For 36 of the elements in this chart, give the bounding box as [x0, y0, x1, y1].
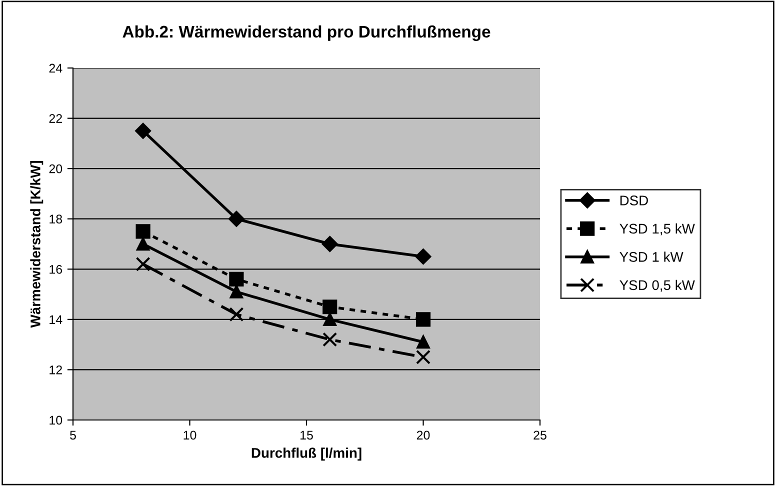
point: [135, 122, 151, 139]
point: [229, 272, 244, 286]
point: [416, 312, 431, 327]
chart-title: Abb.2: Wärmewiderstand pro Durchflußmenge: [122, 25, 490, 41]
y-tick-label: 18: [50, 214, 62, 224]
point: [136, 237, 150, 251]
y-tick-label: 24: [49, 64, 62, 73]
point: [415, 248, 432, 264]
point: [322, 332, 338, 347]
y-tick-label: 14: [50, 315, 62, 324]
y-tick-label: 22: [49, 114, 62, 123]
y-axis-title: Wärmewiderstand [K/kW]: [30, 161, 44, 328]
point: [322, 300, 338, 314]
x-tick-label: 5: [70, 430, 76, 440]
legend-label: YSD 1 kW: [620, 252, 684, 262]
point: [416, 350, 431, 364]
x-tick-label: 10: [184, 430, 196, 440]
point: [136, 256, 150, 272]
y-tick-label: 12: [50, 366, 62, 374]
legend-label: YSD 0,5 kW: [620, 280, 695, 292]
point: [323, 312, 336, 326]
x-tick-label: 25: [534, 430, 546, 440]
point: [416, 335, 430, 349]
y-tick-label: 20: [49, 164, 62, 174]
y-tick-label: 10: [50, 416, 62, 425]
point: [228, 210, 244, 227]
x-tick-label: 20: [416, 430, 430, 440]
x-tick-label: 15: [300, 430, 313, 440]
point: [230, 285, 244, 298]
legend-label: DSD: [620, 196, 648, 206]
point: [136, 224, 150, 239]
x-axis-title: Durchfluß [l/min]: [252, 448, 362, 461]
point: [322, 236, 338, 252]
legend-label: YSD 1,5 kW: [620, 223, 695, 236]
point: [229, 307, 244, 322]
y-tick-label: 16: [50, 264, 62, 274]
